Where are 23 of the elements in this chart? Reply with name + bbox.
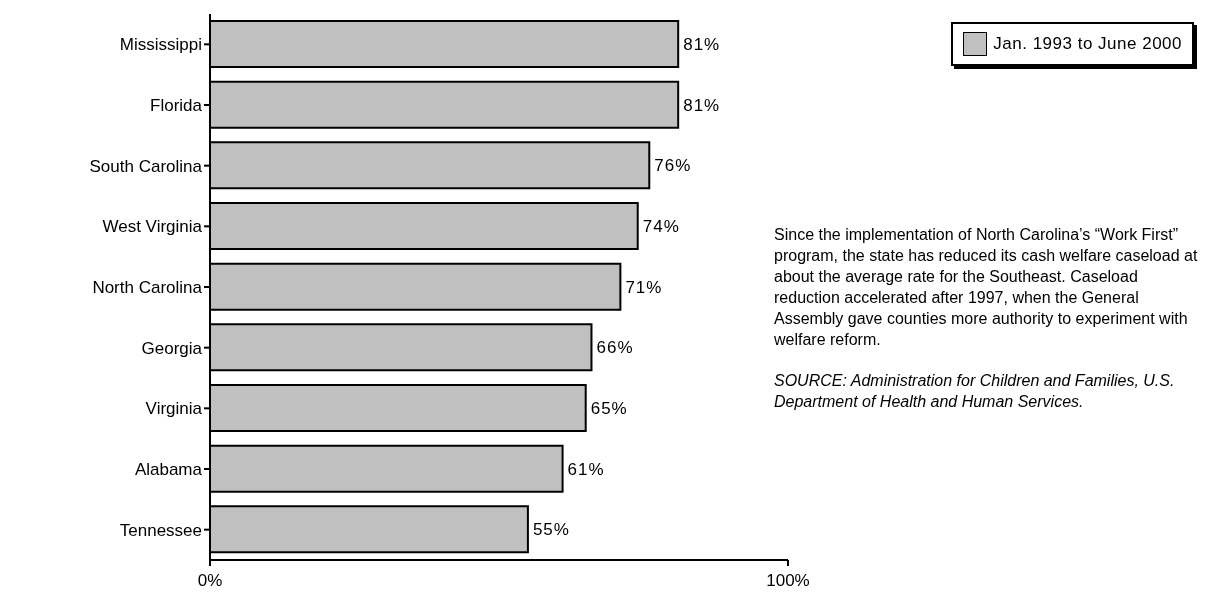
text: 66% [596,338,634,358]
text: 65% [590,399,628,419]
y-tick-label: West Virginia [102,217,203,237]
annotation: SOURCE: Administration for Children and Families, U.S. Department of Health and Human Services. [774,371,1176,412]
y-tick-label: Mississippi [119,35,202,55]
text: 61% [567,459,605,479]
legend-label: Jan. 1993 to June 2000 [993,34,1182,54]
text: 76% [654,156,692,176]
annotation: Since the implementation of North Carolina’s “Work First” program, the state has reduced its cash welfare caseload at about the average rate for the Southeast. Caseload reduction accelerated after 1997, when the General Assembly gave counties more authority to experiment with welfare reform. [774,225,1199,350]
x-tick-label: 100% [766,571,810,591]
text: 74% [642,217,680,237]
y-tick-label: North Carolina [92,278,203,298]
y-tick-label: Florida [150,96,203,116]
x-tick-label: 0% [197,571,223,591]
text: 71% [625,277,663,297]
y-tick-label: Tennessee [119,520,202,540]
y-tick-label: South Carolina [89,156,203,176]
y-tick-label: Virginia [145,399,203,419]
text: 55% [532,520,570,540]
y-tick-label: Georgia [141,338,203,358]
text: 81% [683,35,721,55]
text: 81% [683,95,721,115]
y-tick-label: Alabama [134,460,203,480]
